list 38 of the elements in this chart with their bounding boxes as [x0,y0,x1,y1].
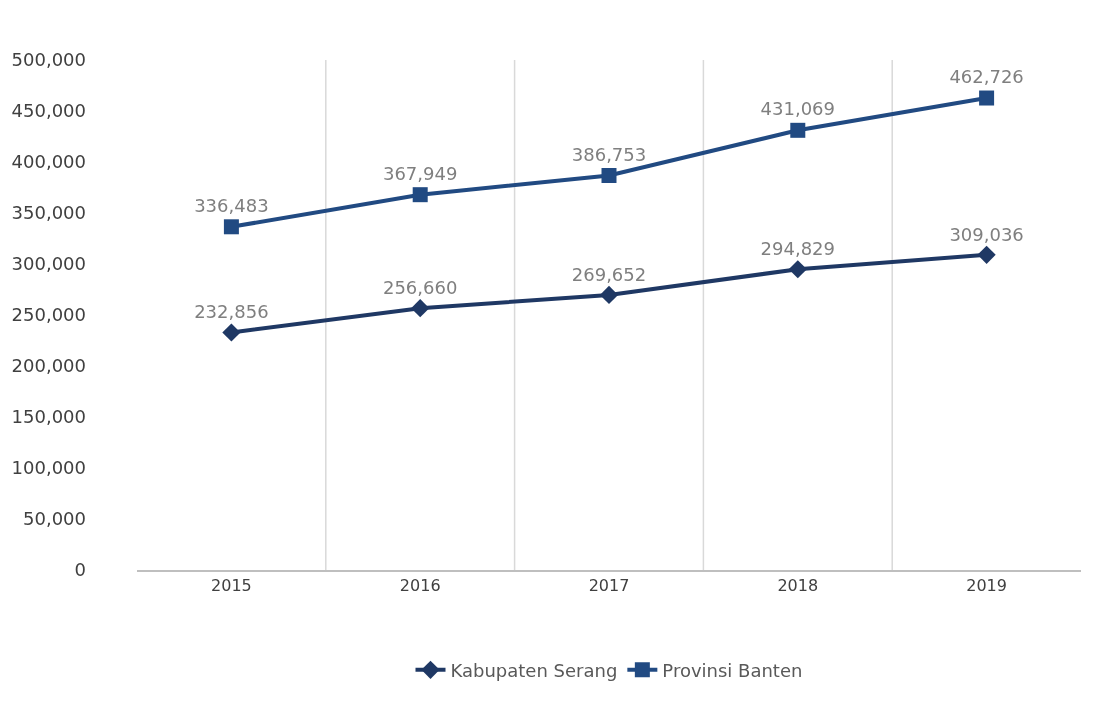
x-tick-label: 2019 [966,575,1007,595]
legend-label: Provinsi Banten [662,659,803,681]
y-tick-label: 50,000 [23,508,86,530]
point [788,260,807,279]
x-tick-label: 2018 [777,575,819,595]
data-label: 462,726 [949,66,1024,88]
y-tick-label: 250,000 [11,304,86,326]
data-label: 232,856 [194,301,269,323]
y-tick-label: 0 [74,559,86,581]
point [601,168,617,184]
data-label: 431,069 [760,98,836,120]
y-tick-label: 150,000 [11,406,86,428]
point [412,187,428,203]
y-tick-label: 200,000 [11,355,86,377]
x-tick-label: 2016 [399,575,441,595]
point [411,299,430,318]
point [223,219,239,235]
legend-label: Kabupaten Serang [450,659,618,681]
data-label: 367,949 [382,162,458,184]
y-tick-label: 100,000 [11,457,86,479]
x-tick-label: 2017 [588,575,630,595]
point [790,122,806,138]
data-label: 336,483 [194,194,269,216]
point [977,245,996,264]
y-tick-label: 350,000 [11,202,86,224]
point [599,285,619,305]
data-label: 256,660 [382,276,458,298]
point [222,323,241,342]
y-tick-label: 500,000 [11,49,86,71]
data-label: 309,036 [949,223,1024,245]
y-tick-label: 450,000 [11,100,86,122]
data-label: 269,652 [571,263,647,285]
data-label: 294,829 [760,238,836,260]
y-tick-label: 400,000 [11,151,86,173]
x-tick-label: 2015 [211,575,252,595]
data-label: 386,753 [571,143,647,165]
y-tick-label: 300,000 [11,253,86,275]
point [979,90,995,106]
